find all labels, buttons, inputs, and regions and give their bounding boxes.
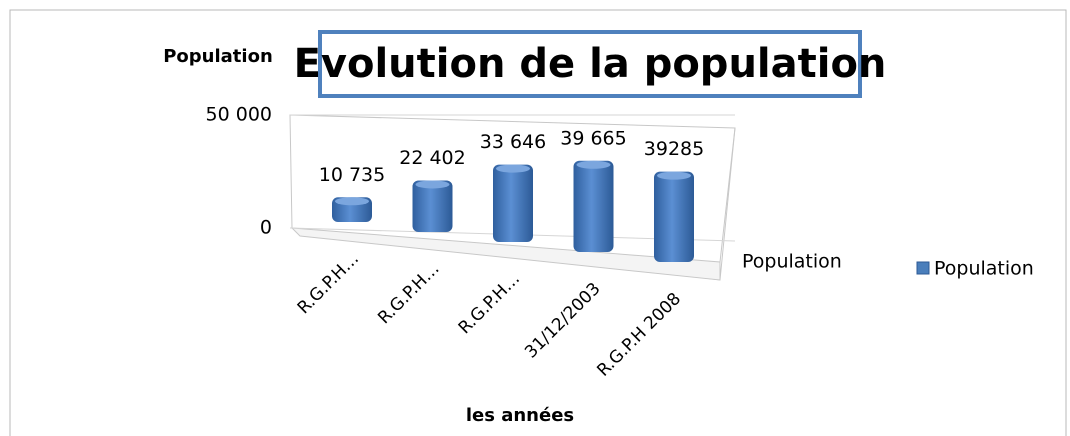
y-tick-label: 0 (260, 217, 272, 239)
data-label: 33 646 (480, 131, 546, 153)
chart-border (9, 9, 1067, 436)
chart-title: Evolution de la population (294, 41, 887, 87)
x-axis-label: les années (466, 405, 574, 426)
data-label: 39285 (644, 138, 704, 160)
x-tick-label: 31/12/2003 (521, 279, 604, 362)
bar-top (415, 180, 450, 189)
wall-edge (719, 127, 736, 263)
y-axis-label: Population (163, 46, 273, 67)
bar (654, 171, 694, 262)
bar (493, 164, 533, 242)
bar (412, 180, 453, 232)
title-box (318, 30, 862, 98)
bar-top (335, 197, 369, 206)
legend-swatch (916, 261, 930, 275)
bar (573, 160, 614, 252)
bar-top (576, 160, 611, 169)
x-tick-label: R.G.P.H 2008 (593, 289, 685, 381)
y-tick-label: 50 000 (206, 104, 272, 126)
data-label: 10 735 (319, 164, 385, 186)
bar-top (496, 164, 530, 173)
x-tick-label: R.G.P.H… (294, 249, 363, 318)
data-label: 39 665 (560, 127, 626, 149)
x-tick-label: R.G.P.H… (455, 269, 524, 338)
x-tick-label: R.G.P.H… (374, 259, 443, 328)
depth-axis-label: Population (742, 251, 842, 273)
legend-label: Population (934, 258, 1034, 280)
bar-top (657, 171, 691, 180)
data-label: 22 402 (399, 147, 465, 169)
